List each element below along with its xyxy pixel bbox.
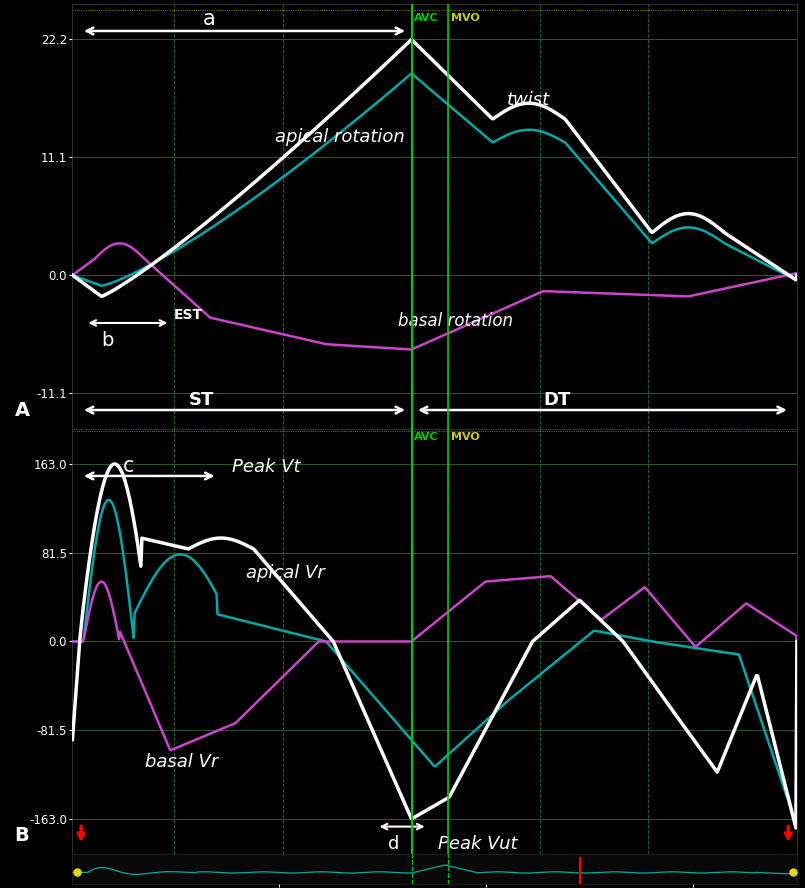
Text: MVO: MVO xyxy=(451,432,480,442)
Text: Peak Vt: Peak Vt xyxy=(232,457,300,476)
Text: twist: twist xyxy=(507,91,551,109)
Text: ST: ST xyxy=(188,391,214,408)
Text: DT: DT xyxy=(543,391,571,408)
Text: B: B xyxy=(14,826,29,845)
Text: b: b xyxy=(101,331,114,351)
Text: EST: EST xyxy=(174,308,203,321)
Text: basal rotation: basal rotation xyxy=(398,313,514,330)
Text: A: A xyxy=(14,401,30,420)
Text: AVC: AVC xyxy=(415,432,439,442)
Text: c: c xyxy=(123,456,134,476)
Text: AVC: AVC xyxy=(415,13,439,23)
Text: MVO: MVO xyxy=(451,13,480,23)
Text: Peak Vut: Peak Vut xyxy=(438,836,518,853)
Text: basal Vr: basal Vr xyxy=(145,753,218,771)
Text: apical rotation: apical rotation xyxy=(275,129,405,147)
Text: a: a xyxy=(203,9,216,28)
Text: d: d xyxy=(387,836,399,853)
Text: apical Vr: apical Vr xyxy=(246,564,325,583)
